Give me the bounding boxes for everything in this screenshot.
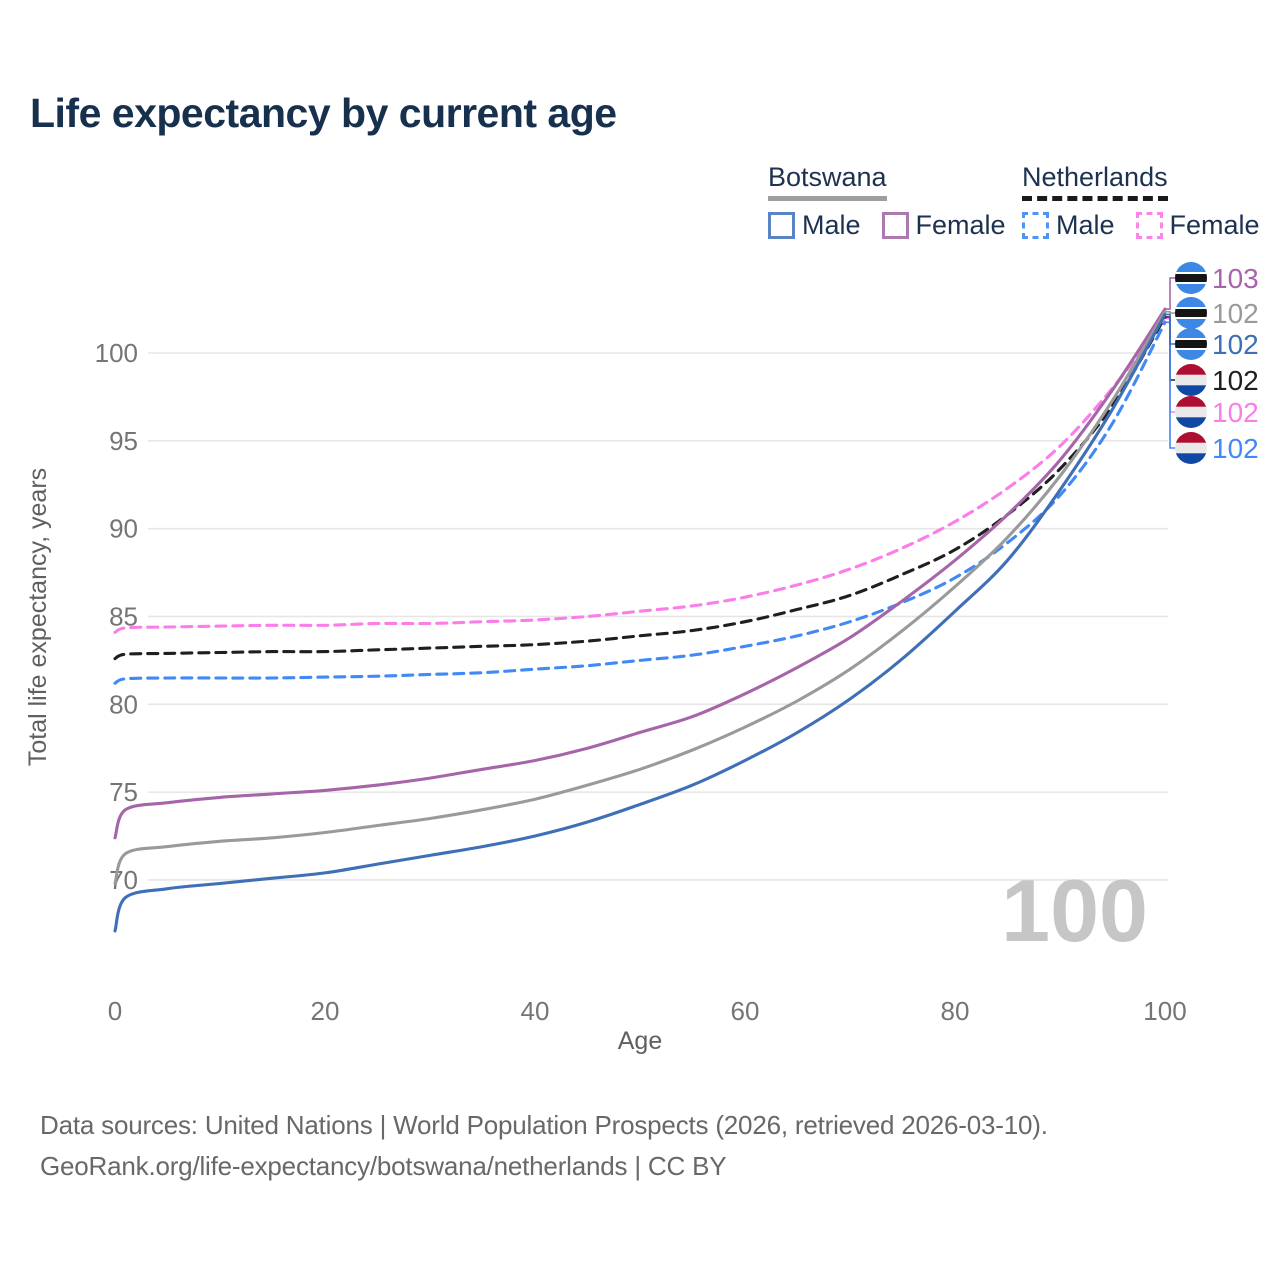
netherlands-flag-icon	[1175, 432, 1207, 464]
end-value-label: 102	[1212, 365, 1259, 396]
page-title: Life expectancy by current age	[30, 90, 617, 136]
series-lines	[113, 307, 1167, 933]
legend-country-label: Botswana	[768, 162, 887, 192]
netherlands-flag-icon	[1175, 396, 1207, 428]
end-label-connector	[1166, 321, 1176, 449]
end-label-connector	[1166, 317, 1176, 413]
y-axis-title: Total life expectancy, years	[24, 468, 52, 766]
legend-header-botswana: Botswana	[768, 162, 887, 201]
netherlands-female-swatch-icon	[1135, 212, 1163, 239]
y-tick-label: 80	[109, 689, 138, 719]
botswana-male-swatch-icon	[768, 212, 795, 239]
x-axis-title: Age	[618, 1027, 662, 1055]
series-line-botswana-female	[113, 307, 1167, 840]
x-tick-label: 40	[521, 996, 550, 1026]
legend-item-botswana-female: Female	[915, 210, 1006, 240]
y-tick-label: 90	[109, 514, 138, 544]
x-tick-label: 0	[108, 996, 122, 1026]
source-attribution: Data sources: United Nations | World Pop…	[40, 1105, 1048, 1187]
legend-item-netherlands-female: Female	[1169, 210, 1260, 240]
license-line: GeoRank.org/life-expectancy/botswana/net…	[40, 1151, 727, 1181]
legend-item-netherlands-male: Male	[1056, 210, 1115, 240]
end-value-label: 103	[1212, 263, 1259, 294]
botswana-flag-icon	[1175, 328, 1207, 360]
netherlands-flag-icon	[1175, 364, 1207, 396]
y-tick-label: 70	[109, 865, 138, 895]
end-label-connector	[1166, 316, 1176, 381]
age-counter-watermark: 100	[1001, 861, 1148, 960]
botswana-line-style-icon	[768, 196, 887, 201]
x-tick-label: 100	[1143, 996, 1186, 1026]
botswana-flag-icon	[1175, 297, 1207, 329]
y-tick-label: 75	[109, 777, 138, 807]
series-line-botswana-all	[113, 310, 1167, 886]
botswana-flag-icon	[1175, 262, 1207, 294]
netherlands-line-style-icon	[1022, 196, 1168, 201]
end-value-label: 102	[1212, 433, 1259, 464]
series-line-netherlands-male	[113, 320, 1167, 685]
legend-group-botswana: Botswana Male Female	[768, 162, 1027, 241]
netherlands-male-swatch-icon	[1022, 212, 1049, 239]
x-tick-label: 20	[311, 996, 340, 1026]
legend-country-label: Netherlands	[1022, 162, 1168, 192]
y-tick-label: 95	[109, 426, 138, 456]
end-value-label: 102	[1212, 298, 1259, 329]
x-tick-label: 80	[941, 996, 970, 1026]
end-label-connector	[1166, 277, 1176, 310]
legend-header-netherlands: Netherlands	[1022, 162, 1168, 201]
y-tick-label: 100	[95, 338, 138, 368]
end-value-label: 102	[1212, 397, 1259, 428]
botswana-female-swatch-icon	[881, 212, 909, 239]
data-sources-line: Data sources: United Nations | World Pop…	[40, 1110, 1048, 1140]
legend-row-botswana: Male Female	[768, 210, 1027, 241]
series-line-netherlands-female	[113, 317, 1167, 634]
legend-row-netherlands: Male Female	[1022, 210, 1280, 241]
end-label-connector	[1166, 313, 1176, 345]
end-label-connector	[1166, 310, 1176, 314]
legend-group-netherlands: Netherlands Male Female	[1022, 162, 1280, 241]
end-value-label: 102	[1212, 329, 1259, 360]
x-tick-label: 60	[731, 996, 760, 1026]
legend-item-botswana-male: Male	[802, 210, 861, 240]
series-line-botswana-male	[113, 312, 1167, 933]
